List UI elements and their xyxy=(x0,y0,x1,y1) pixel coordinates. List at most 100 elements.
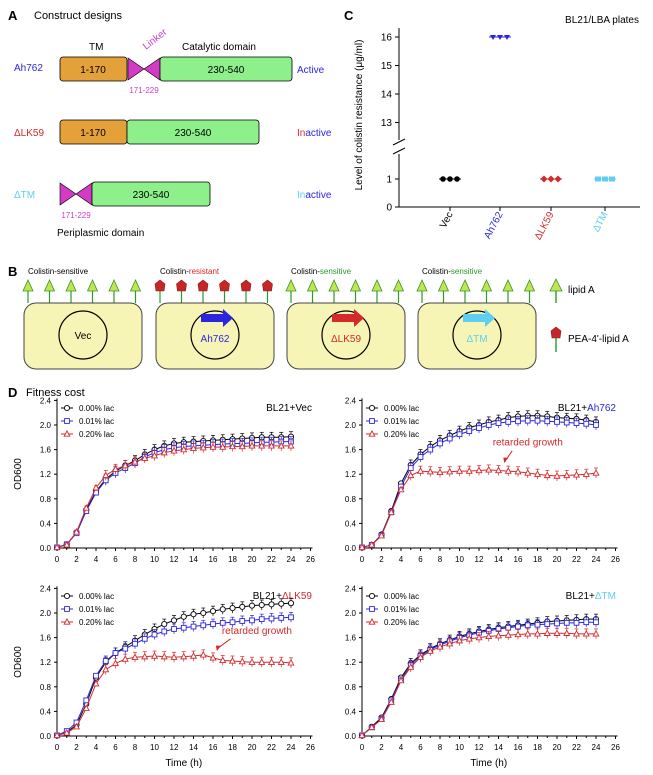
data-point xyxy=(287,441,295,449)
data-point xyxy=(534,417,541,424)
plasmid-circle-0 xyxy=(58,310,108,360)
x-tick-label: 8 xyxy=(438,743,443,752)
data-point xyxy=(83,697,90,704)
x-tick-label: 0 xyxy=(55,743,60,752)
x-tick-label: ΔLK59 xyxy=(533,210,557,242)
data-point xyxy=(446,639,454,647)
panel-d-letter: D xyxy=(8,385,17,400)
linker-range-dtm: 171-229 xyxy=(61,211,91,220)
x-tick-label: 16 xyxy=(514,743,523,752)
data-point xyxy=(397,485,405,493)
plot-title-2: BL21+ΔLK59 xyxy=(253,591,313,602)
plasmid-circle-3 xyxy=(452,310,502,360)
y-tick-label: 0.8 xyxy=(345,683,357,692)
lipid-a-icon xyxy=(86,279,99,292)
data-point xyxy=(533,470,542,477)
lipid-a-icon xyxy=(108,279,120,292)
y-tick-label: 0 xyxy=(386,203,392,214)
panel-c-letter: C xyxy=(344,8,354,23)
data-point xyxy=(437,440,443,447)
data-point xyxy=(112,650,119,656)
plasmid-label-0: Vec xyxy=(75,331,92,342)
data-point xyxy=(494,466,503,474)
retarded-growth-label: retarded growth xyxy=(493,437,563,448)
x-tick-label: 16 xyxy=(514,555,523,564)
data-point xyxy=(515,418,521,425)
y-tick-label: 1.2 xyxy=(40,658,52,667)
data-point xyxy=(465,634,473,642)
data-point xyxy=(476,425,482,431)
x-tick-label: 10 xyxy=(150,743,159,752)
x-tick-label: 18 xyxy=(228,555,237,564)
pea-lipid-a-icon xyxy=(240,279,252,292)
pea-lipid-a-icon xyxy=(262,279,273,292)
x-tick-label: ΔTM xyxy=(591,210,611,234)
cell-body-0 xyxy=(23,302,143,370)
data-point xyxy=(151,631,158,638)
y-tick-label: 2.4 xyxy=(40,584,52,593)
data-point xyxy=(368,430,376,437)
legend-label: 0.01% lac xyxy=(384,605,419,614)
data-point xyxy=(160,448,168,456)
data-point xyxy=(436,642,444,650)
lipid-a-icon xyxy=(285,279,297,292)
plasmid-label-2: ΔLK59 xyxy=(331,334,361,345)
x-tick-label: Ah762 xyxy=(482,210,505,241)
legend-label: 0.01% lac xyxy=(79,417,114,426)
y-tick-label: 2.4 xyxy=(345,396,357,405)
data-point xyxy=(199,650,207,658)
data-point xyxy=(190,623,197,630)
data-point xyxy=(82,704,90,711)
data-point xyxy=(111,659,120,667)
pea-lipid-a-icon xyxy=(550,326,562,339)
annotation-arrow xyxy=(218,638,231,648)
y-tick-label: 0.8 xyxy=(345,495,357,504)
pea-lipid-a-icon xyxy=(219,279,230,292)
x-tick-label: 8 xyxy=(438,555,443,564)
data-point xyxy=(368,723,376,731)
data-point xyxy=(534,621,541,628)
data-point xyxy=(553,629,561,636)
y-tick-label: 1 xyxy=(386,175,392,186)
x-tick-label: 24 xyxy=(287,555,296,564)
status-dtm: Inactive xyxy=(297,190,332,201)
data-point xyxy=(592,629,600,637)
data-point xyxy=(553,472,561,479)
data-point xyxy=(456,431,463,438)
data-point xyxy=(475,633,483,641)
data-point xyxy=(239,618,246,624)
data-point xyxy=(63,592,71,600)
data-point xyxy=(543,471,551,479)
data-point xyxy=(514,467,522,475)
x-tick-label: 18 xyxy=(228,743,237,752)
legend-pea-label: PEA-4'-lipid A xyxy=(568,334,629,345)
data-point xyxy=(417,454,424,460)
x-tick-label: 26 xyxy=(611,743,620,752)
data-point xyxy=(63,618,71,625)
data-point xyxy=(122,645,129,652)
data-point xyxy=(455,636,464,644)
data-point xyxy=(180,613,187,620)
data-point xyxy=(199,443,207,451)
lipid-a-icon xyxy=(22,279,34,292)
data-point xyxy=(132,640,138,647)
y-tick-label: 2.0 xyxy=(40,609,52,618)
data-point xyxy=(358,543,366,551)
x-tick-label: 22 xyxy=(267,743,276,752)
lipid-a-icon xyxy=(129,279,142,292)
series-line-1 xyxy=(56,441,291,548)
data-point xyxy=(189,652,198,659)
x-tick-label: 6 xyxy=(418,555,423,564)
x-tick-label: 12 xyxy=(170,555,179,564)
data-point xyxy=(219,606,226,613)
y-tick-label: 0.0 xyxy=(40,732,52,741)
legend-lipid-a-label: lipid A xyxy=(568,285,595,296)
x-tick-label: 24 xyxy=(592,743,601,752)
data-point xyxy=(436,468,444,476)
data-point xyxy=(161,621,168,628)
data-point xyxy=(229,619,236,626)
data-point xyxy=(219,619,226,626)
gene-arrow-3 xyxy=(463,309,495,327)
panel-c-ylabel: Level of colistin resistance (μg/ml) xyxy=(354,40,365,191)
data-point xyxy=(377,715,386,723)
